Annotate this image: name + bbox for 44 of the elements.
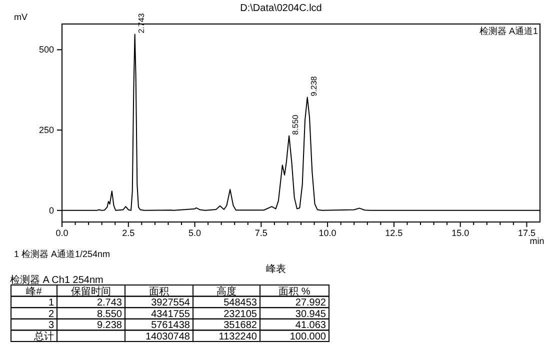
text: 检测器 A通道1: [479, 26, 538, 36]
text: 1: [48, 298, 54, 309]
text: 峰表: [266, 263, 286, 275]
category-label: 面积 %: [278, 286, 310, 298]
category-label: 面积: [149, 286, 169, 298]
y-axis-title: mV: [14, 12, 28, 22]
text: 4341755: [151, 308, 190, 320]
text: 351682: [224, 320, 258, 332]
x-tick-label: 2.5: [122, 228, 135, 238]
text: 5761438: [151, 320, 190, 332]
x-tick-label: 10.0: [318, 228, 336, 238]
annotation: 8.550: [291, 114, 300, 135]
text: 41.063: [295, 320, 326, 332]
text: 总计: [33, 330, 54, 342]
text: 27.992: [295, 298, 326, 309]
y-tick-label: 500: [38, 44, 54, 55]
category-label: 保留时间: [71, 285, 111, 298]
y-tick-label: 0: [48, 205, 54, 216]
text: 8.550: [96, 308, 122, 320]
text: 9.238: [96, 320, 122, 332]
text: 100.000: [290, 332, 326, 342]
text: 2.743: [96, 298, 122, 309]
x-axis-title: min: [530, 236, 544, 246]
text: 232105: [224, 308, 258, 320]
category-label: 高度: [216, 285, 236, 298]
category-label: 峰#: [26, 285, 42, 298]
text: 30.945: [295, 308, 326, 320]
text: 14030748: [146, 332, 190, 342]
text: 1132240: [218, 332, 258, 342]
x-tick-label: 15.0: [452, 228, 470, 238]
x-tick-label: 17.5: [518, 228, 536, 238]
x-tick-label: 0.0: [56, 228, 68, 238]
text: 1 检测器 A通道1/254nm: [14, 249, 110, 259]
annotation: 9.238: [309, 76, 318, 96]
y-tick-label: 250: [38, 125, 54, 136]
text: 2: [48, 308, 54, 320]
text: 3927554: [151, 298, 190, 309]
text: 检测器 A Ch1 254nm: [10, 274, 104, 286]
text: 3: [48, 320, 54, 332]
chart-title: D:\Data\0204C.lcd: [240, 3, 322, 14]
text: 548453: [224, 298, 258, 309]
x-tick-label: 12.5: [385, 228, 403, 238]
x-tick-label: 5.0: [188, 228, 202, 238]
x-tick-label: 7.5: [254, 228, 268, 238]
